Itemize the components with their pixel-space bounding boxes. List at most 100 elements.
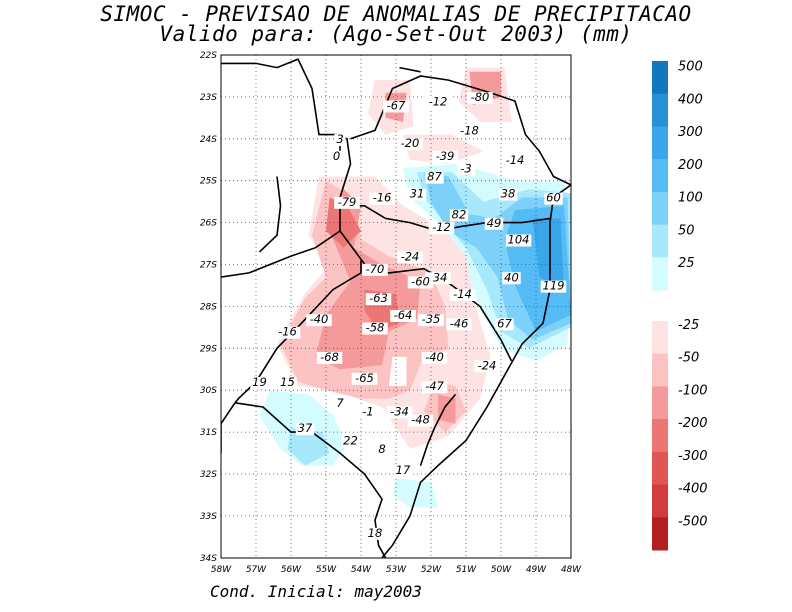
- lon-tick-label: 50W: [491, 565, 512, 575]
- value-label-bg: [484, 217, 504, 230]
- value-label-bg: [502, 154, 528, 167]
- value-label-bg: [449, 289, 476, 302]
- value-label: 67: [497, 316, 512, 330]
- legend-level-negative: -500: [678, 514, 708, 529]
- value-label: 37: [298, 421, 313, 435]
- value-label: -35: [422, 312, 441, 326]
- legend-level-positive: 500: [678, 60, 703, 75]
- lat-tick-label: 28S: [200, 302, 217, 312]
- value-label: -12: [429, 94, 448, 108]
- lat-tick-label: 22S: [200, 51, 217, 61]
- value-label-bg: [330, 150, 343, 163]
- legend-level-positive: 300: [678, 125, 703, 140]
- lat-tick-label: 34S: [200, 554, 217, 564]
- value-label-bg: [421, 351, 448, 364]
- value-label: 87: [427, 170, 442, 184]
- chart-title: SIMOC - PREVISAO DE ANOMALIAS DE PRECIPI…: [100, 2, 692, 26]
- value-label: -34: [390, 404, 409, 418]
- value-label: -20: [401, 136, 420, 150]
- value-label: -34: [429, 270, 448, 284]
- chart-subtitle: Valido para: (Ago-Set-Out 2003) (mm): [159, 22, 633, 46]
- lat-tick-label: 32S: [200, 470, 217, 480]
- value-label: -48: [411, 413, 430, 427]
- legend-level-negative: -300: [678, 449, 708, 464]
- gap-region: [389, 356, 407, 386]
- value-label: -16: [278, 325, 297, 339]
- border-line: [221, 58, 352, 206]
- value-label: -16: [373, 191, 392, 205]
- lon-tick-label: 54W: [351, 565, 372, 575]
- lat-tick-label: 33S: [200, 512, 217, 522]
- value-label: -67: [387, 98, 406, 112]
- lat-tick-label: 24S: [200, 135, 217, 145]
- lat-tick-label: 23S: [200, 93, 217, 103]
- lon-tick-label: 49W: [526, 565, 547, 575]
- value-label-bg: [306, 314, 332, 327]
- value-label-bg: [495, 318, 514, 331]
- value-label: 49: [487, 216, 502, 230]
- lat-tick-label: 29S: [200, 344, 217, 354]
- value-label-bg: [365, 293, 392, 306]
- value-label: 38: [501, 186, 516, 200]
- value-label-bg: [334, 397, 346, 410]
- positive-region: [532, 218, 564, 290]
- value-label: -70: [366, 262, 385, 276]
- lon-tick-label: 56W: [281, 565, 302, 575]
- value-label: 31: [410, 186, 425, 200]
- legend-swatch-positive: [652, 224, 668, 258]
- value-label-bg: [421, 381, 448, 394]
- lat-tick-label: 31S: [200, 428, 217, 438]
- value-label: -40: [310, 312, 329, 326]
- value-label-bg: [544, 192, 563, 205]
- lat-tick-label: 30S: [200, 386, 217, 396]
- value-label: 0: [333, 149, 340, 163]
- negative-region: [403, 134, 484, 164]
- value-label: -14: [453, 287, 472, 301]
- initial-condition-label: Cond. Inicial: may2003: [210, 582, 422, 601]
- value-label-bg: [295, 423, 315, 436]
- value-label-bg: [407, 188, 427, 201]
- lon-tick-label: 58W: [211, 565, 232, 575]
- legend-swatch-positive: [652, 93, 668, 127]
- color-legend: 500 400 300 200 100 50 25 -25 -50 -100 -200 -300 -40…: [652, 60, 708, 551]
- value-label: -24: [478, 358, 497, 372]
- value-label-bg: [407, 414, 434, 427]
- value-label: -80: [471, 90, 490, 104]
- value-label-bg: [397, 138, 423, 151]
- positive-region: [392, 478, 438, 508]
- value-label-bg: [456, 125, 483, 138]
- value-label-bg: [250, 377, 269, 390]
- lat-tick-label: 27S: [200, 261, 217, 271]
- legend-level-negative: -50: [678, 351, 699, 366]
- legend-swatch-negative: [652, 484, 668, 518]
- value-label: -60: [411, 274, 430, 288]
- lon-tick-label: 55W: [316, 565, 337, 575]
- value-label: 82: [452, 207, 467, 221]
- axis-tick-labels: 22S23S24S25S26S27S28S29S30S31S32S33S34S5…: [200, 51, 582, 575]
- border-line: [258, 176, 282, 253]
- legend-level-positive: 200: [678, 158, 703, 173]
- value-label-bg: [432, 150, 458, 163]
- value-label: 104: [508, 233, 530, 247]
- value-label-bg: [418, 314, 444, 327]
- value-label-bg: [428, 221, 455, 234]
- value-label-bg: [467, 92, 493, 105]
- legend-level-negative: -25: [678, 318, 699, 333]
- lat-tick-label: 25S: [200, 177, 217, 187]
- value-label: 119: [543, 279, 565, 293]
- lon-tick-label: 51W: [456, 565, 477, 575]
- value-label: 40: [504, 270, 519, 284]
- value-label-bg: [386, 406, 413, 419]
- legend-swatch-positive: [652, 61, 668, 95]
- border-line: [399, 66, 421, 73]
- legend-level-positive: 400: [678, 92, 703, 107]
- value-label: 18: [368, 526, 383, 540]
- value-label-bg: [498, 188, 518, 201]
- value-label: 19: [252, 375, 267, 389]
- value-label: 17: [396, 463, 411, 477]
- lon-tick-label: 52W: [421, 565, 442, 575]
- legend-swatch-negative: [652, 386, 668, 420]
- lon-tick-label: 57W: [246, 565, 267, 575]
